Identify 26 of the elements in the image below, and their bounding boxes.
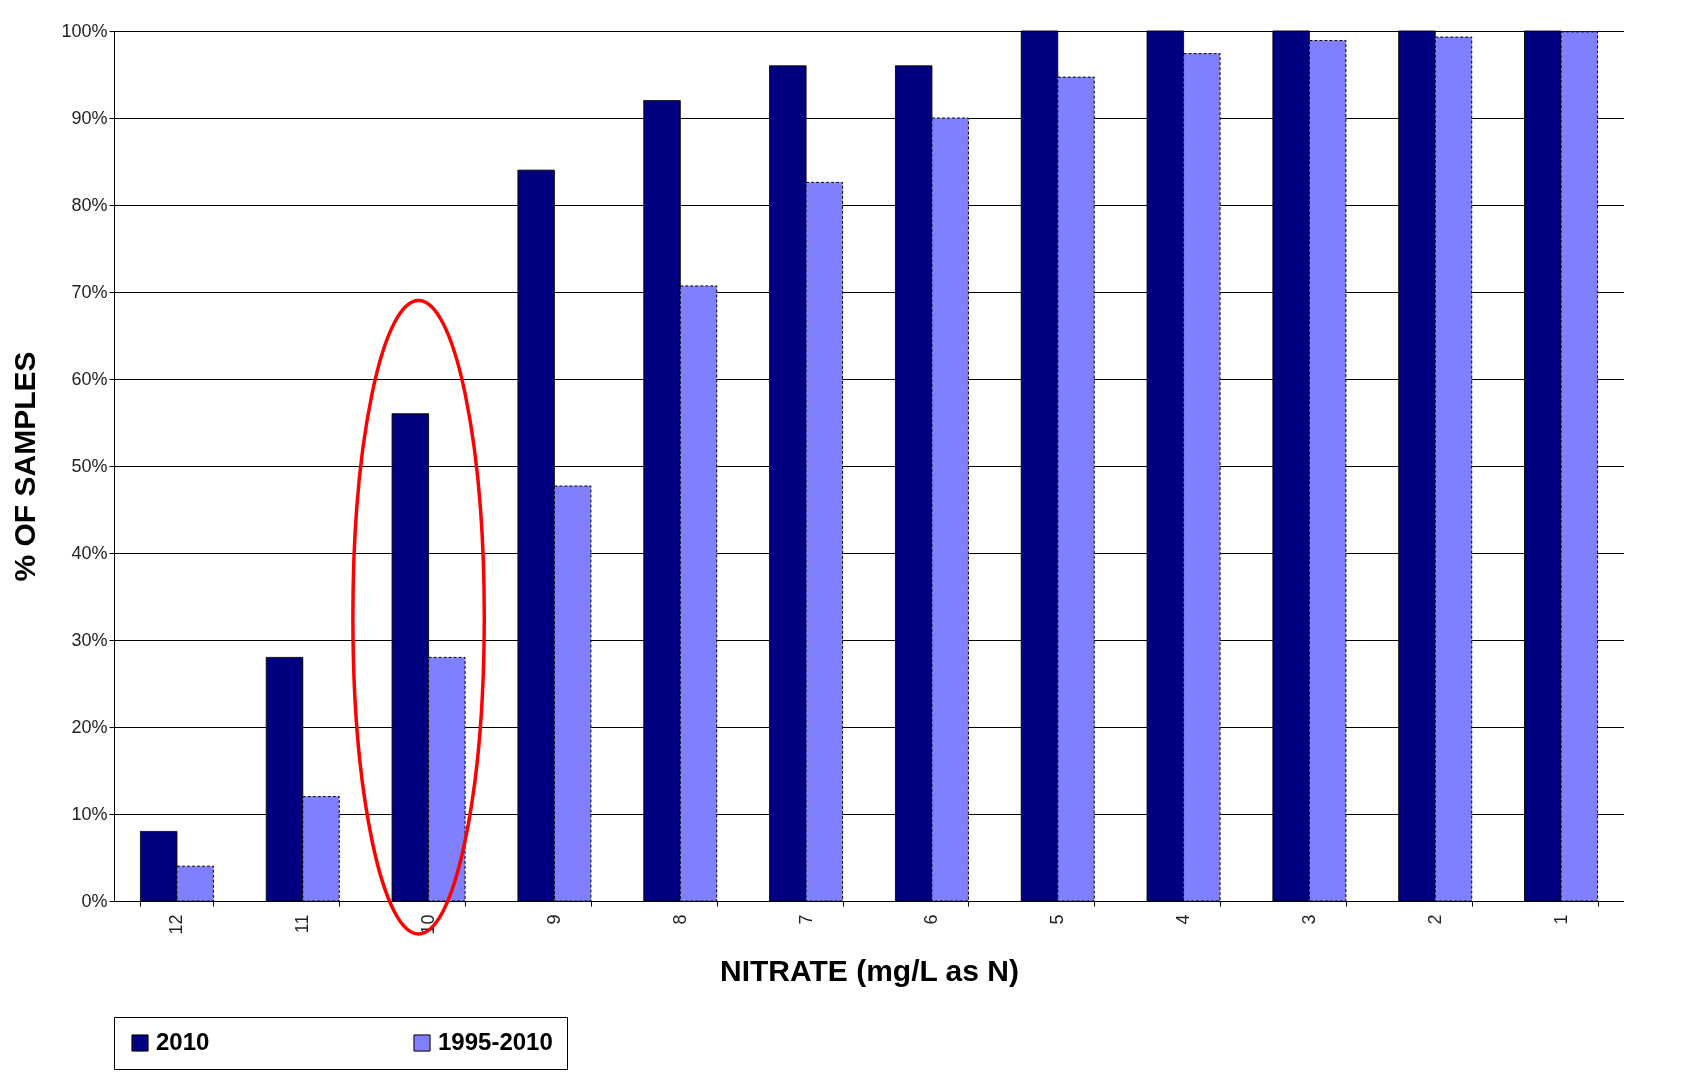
x-tick-label: 11 (292, 914, 313, 934)
x-tick-label: 8 (669, 914, 690, 925)
x-tick-label: 5 (1047, 914, 1068, 925)
x-tick-label: 4 (1173, 914, 1194, 925)
x-tick-label: 1 (1550, 914, 1571, 925)
y-tick-label: 100% (61, 20, 108, 41)
x-tick-label: 2 (1424, 914, 1445, 925)
y-tick-label: 30% (71, 629, 108, 650)
y-tick-label: 50% (71, 455, 108, 476)
x-tick-label: 9 (543, 914, 564, 925)
y-tick-label: 90% (71, 107, 108, 128)
y-tick-label: 20% (71, 716, 108, 737)
legend-label: 2010 (156, 1028, 210, 1055)
y-tick-label: 10% (71, 803, 108, 824)
legend-label: 1995-2010 (438, 1028, 553, 1055)
x-tick-label: 7 (795, 914, 816, 925)
y-tick-label: 80% (71, 194, 108, 215)
y-tick-label: 70% (71, 281, 108, 302)
x-tick-label: 12 (166, 914, 187, 935)
x-tick-label: 6 (921, 914, 942, 925)
y-tick-label: 40% (71, 542, 108, 563)
y-tick-label: 0% (81, 890, 108, 911)
x-tick-label: 3 (1298, 914, 1319, 925)
x-axis-title: NITRATE (mg/L as N) (720, 953, 1019, 987)
y-tick-label: 60% (71, 368, 108, 389)
y-axis-title: % OF SAMPLES (8, 351, 42, 582)
